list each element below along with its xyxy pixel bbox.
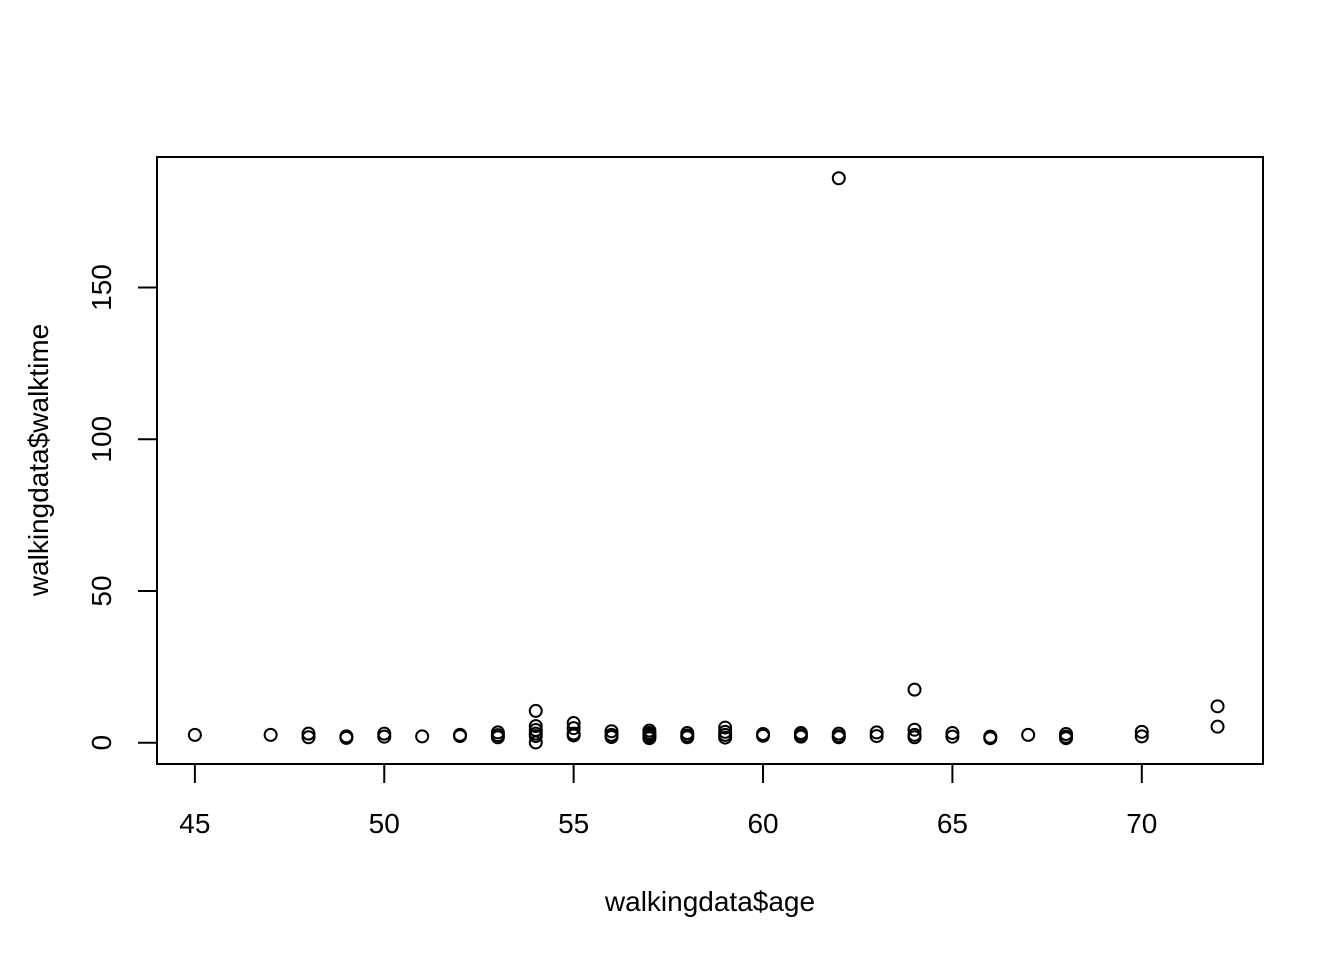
y-tick-label: 50 [86,575,117,606]
data-point [907,722,922,737]
x-tick-label: 65 [937,808,968,839]
data-point [301,730,316,745]
data-point [642,731,657,746]
data-point [301,726,316,741]
data-point [566,721,581,736]
data-point [718,720,733,735]
data-point [945,729,960,744]
y-tick-label: 150 [86,264,117,311]
data-point [680,730,695,745]
x-axis-title: walkingdata$age [604,886,815,917]
data-points [187,171,1225,750]
plot-box [156,156,1264,765]
data-point [1021,727,1036,742]
data-point [604,729,619,744]
data-point [869,725,884,740]
y-tick-label: 100 [86,416,117,463]
data-point [566,728,581,743]
data-point [1210,719,1225,734]
data-point [907,682,922,697]
data-point [983,731,998,746]
data-point [528,719,543,734]
data-point [793,729,808,744]
data-point [831,171,846,186]
data-point [528,729,543,744]
data-point [1134,729,1149,744]
y-axis-title: walkingdata$walktime [23,324,54,597]
x-tick-label: 70 [1126,808,1157,839]
data-point [869,729,884,744]
data-point [1134,724,1149,739]
data-point [756,728,771,743]
x-tick-label: 45 [179,808,210,839]
data-point [1059,731,1074,746]
data-point [907,730,922,745]
data-point [1210,699,1225,714]
data-point [377,729,392,744]
data-point [831,730,846,745]
data-point [187,727,202,742]
data-point [718,730,733,745]
data-point [604,724,619,739]
x-tick-label: 55 [558,808,589,839]
x-tick-label: 60 [747,808,778,839]
data-point [490,730,505,745]
y-tick-label: 0 [86,735,117,751]
data-point [339,730,354,745]
data-point [528,735,543,750]
x-tick-label: 50 [369,808,400,839]
y-axis: 0 50 100 150 [86,264,158,751]
data-point [945,726,960,741]
data-point [528,703,543,718]
data-point [263,727,278,742]
data-point [453,729,468,744]
x-axis: 45 50 55 60 65 70 [179,763,1157,839]
data-point [415,729,430,744]
